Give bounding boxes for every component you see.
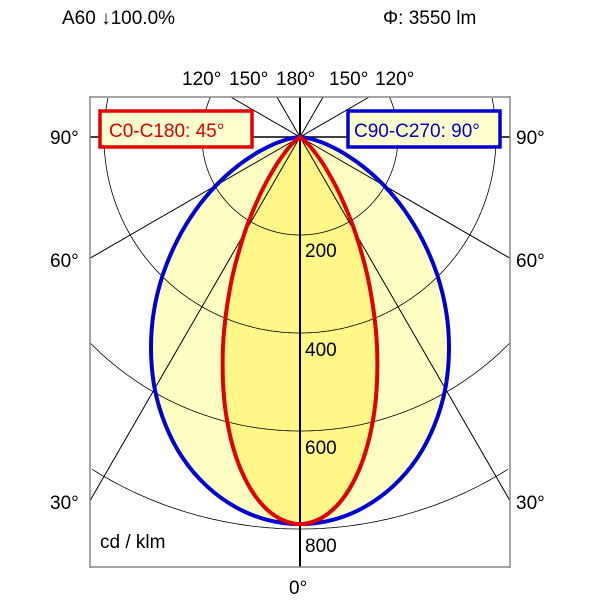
grid-radial-120 [299, 97, 370, 138]
angle-label-top-150-right: 150° [329, 69, 368, 90]
grid-radial-330 [90, 136, 301, 501]
angle-label-left-60: 60° [50, 251, 79, 272]
angle-label-left-30: 30° [50, 493, 79, 514]
grid-circle-800 [92, 469, 508, 530]
unit-label: cd / klm [100, 532, 165, 553]
angle-label-right-60: 60° [516, 251, 545, 272]
legend-label-c90-c270: C90-C270: 90° [354, 121, 480, 142]
legend-c90-c270: C90-C270: 90° [346, 109, 502, 149]
plot-frame [89, 96, 511, 568]
grid-radial-210 [276, 97, 301, 138]
radial-tick-400: 400 [305, 340, 337, 361]
angle-label-top-150-left: 150° [229, 69, 268, 90]
radial-tick-600: 600 [305, 438, 337, 459]
angle-label-top-120-right: 120° [375, 69, 414, 90]
lamp-label: A60 ↓100.0% [62, 8, 175, 29]
grid-radial-300 [90, 136, 301, 259]
grid-radial-240 [230, 97, 301, 138]
legend-c0-c180: C0-C180: 45° [98, 109, 254, 149]
grid-radial-150 [299, 97, 324, 138]
legend-label-c0-c180: C0-C180: 45° [109, 121, 224, 142]
radial-tick-200: 200 [305, 241, 337, 262]
series-curve-0 [220, 135, 380, 527]
grid-circle-600 [90, 342, 510, 432]
angle-label-bottom-0: 0° [289, 578, 307, 599]
radial-tick-800: 800 [305, 536, 337, 557]
flux-label: Φ: 3550 lm [383, 8, 476, 29]
angle-label-right-30: 30° [516, 493, 545, 514]
grid-circle-400 [103, 97, 497, 334]
angle-label-top-180: 180° [276, 69, 315, 90]
grid-radial-60 [299, 136, 510, 259]
angle-label-right-90: 90° [516, 128, 545, 149]
angle-label-left-90: 90° [50, 128, 79, 149]
angle-label-top-120-left: 120° [182, 69, 221, 90]
grid-radial-30 [299, 136, 510, 501]
